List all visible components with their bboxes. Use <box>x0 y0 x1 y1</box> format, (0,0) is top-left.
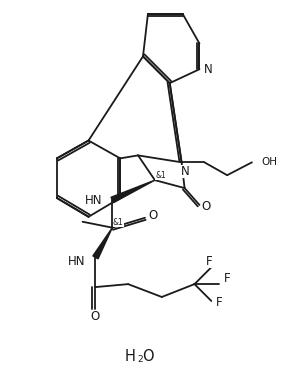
Polygon shape <box>111 180 155 203</box>
Text: O: O <box>202 200 211 213</box>
Text: H: H <box>125 349 135 364</box>
Text: F: F <box>206 255 213 268</box>
Text: N: N <box>181 165 190 178</box>
Text: HN: HN <box>85 195 103 207</box>
Text: N: N <box>204 63 213 76</box>
Text: &1: &1 <box>155 171 166 180</box>
Polygon shape <box>93 228 112 259</box>
Text: 2: 2 <box>137 355 143 364</box>
Text: OH: OH <box>262 157 278 167</box>
Text: O: O <box>91 310 100 323</box>
Text: F: F <box>216 296 223 309</box>
Text: O: O <box>148 209 158 222</box>
Text: O: O <box>142 349 154 364</box>
Text: HN: HN <box>68 255 85 268</box>
Text: &1: &1 <box>113 218 124 227</box>
Text: F: F <box>224 272 231 285</box>
